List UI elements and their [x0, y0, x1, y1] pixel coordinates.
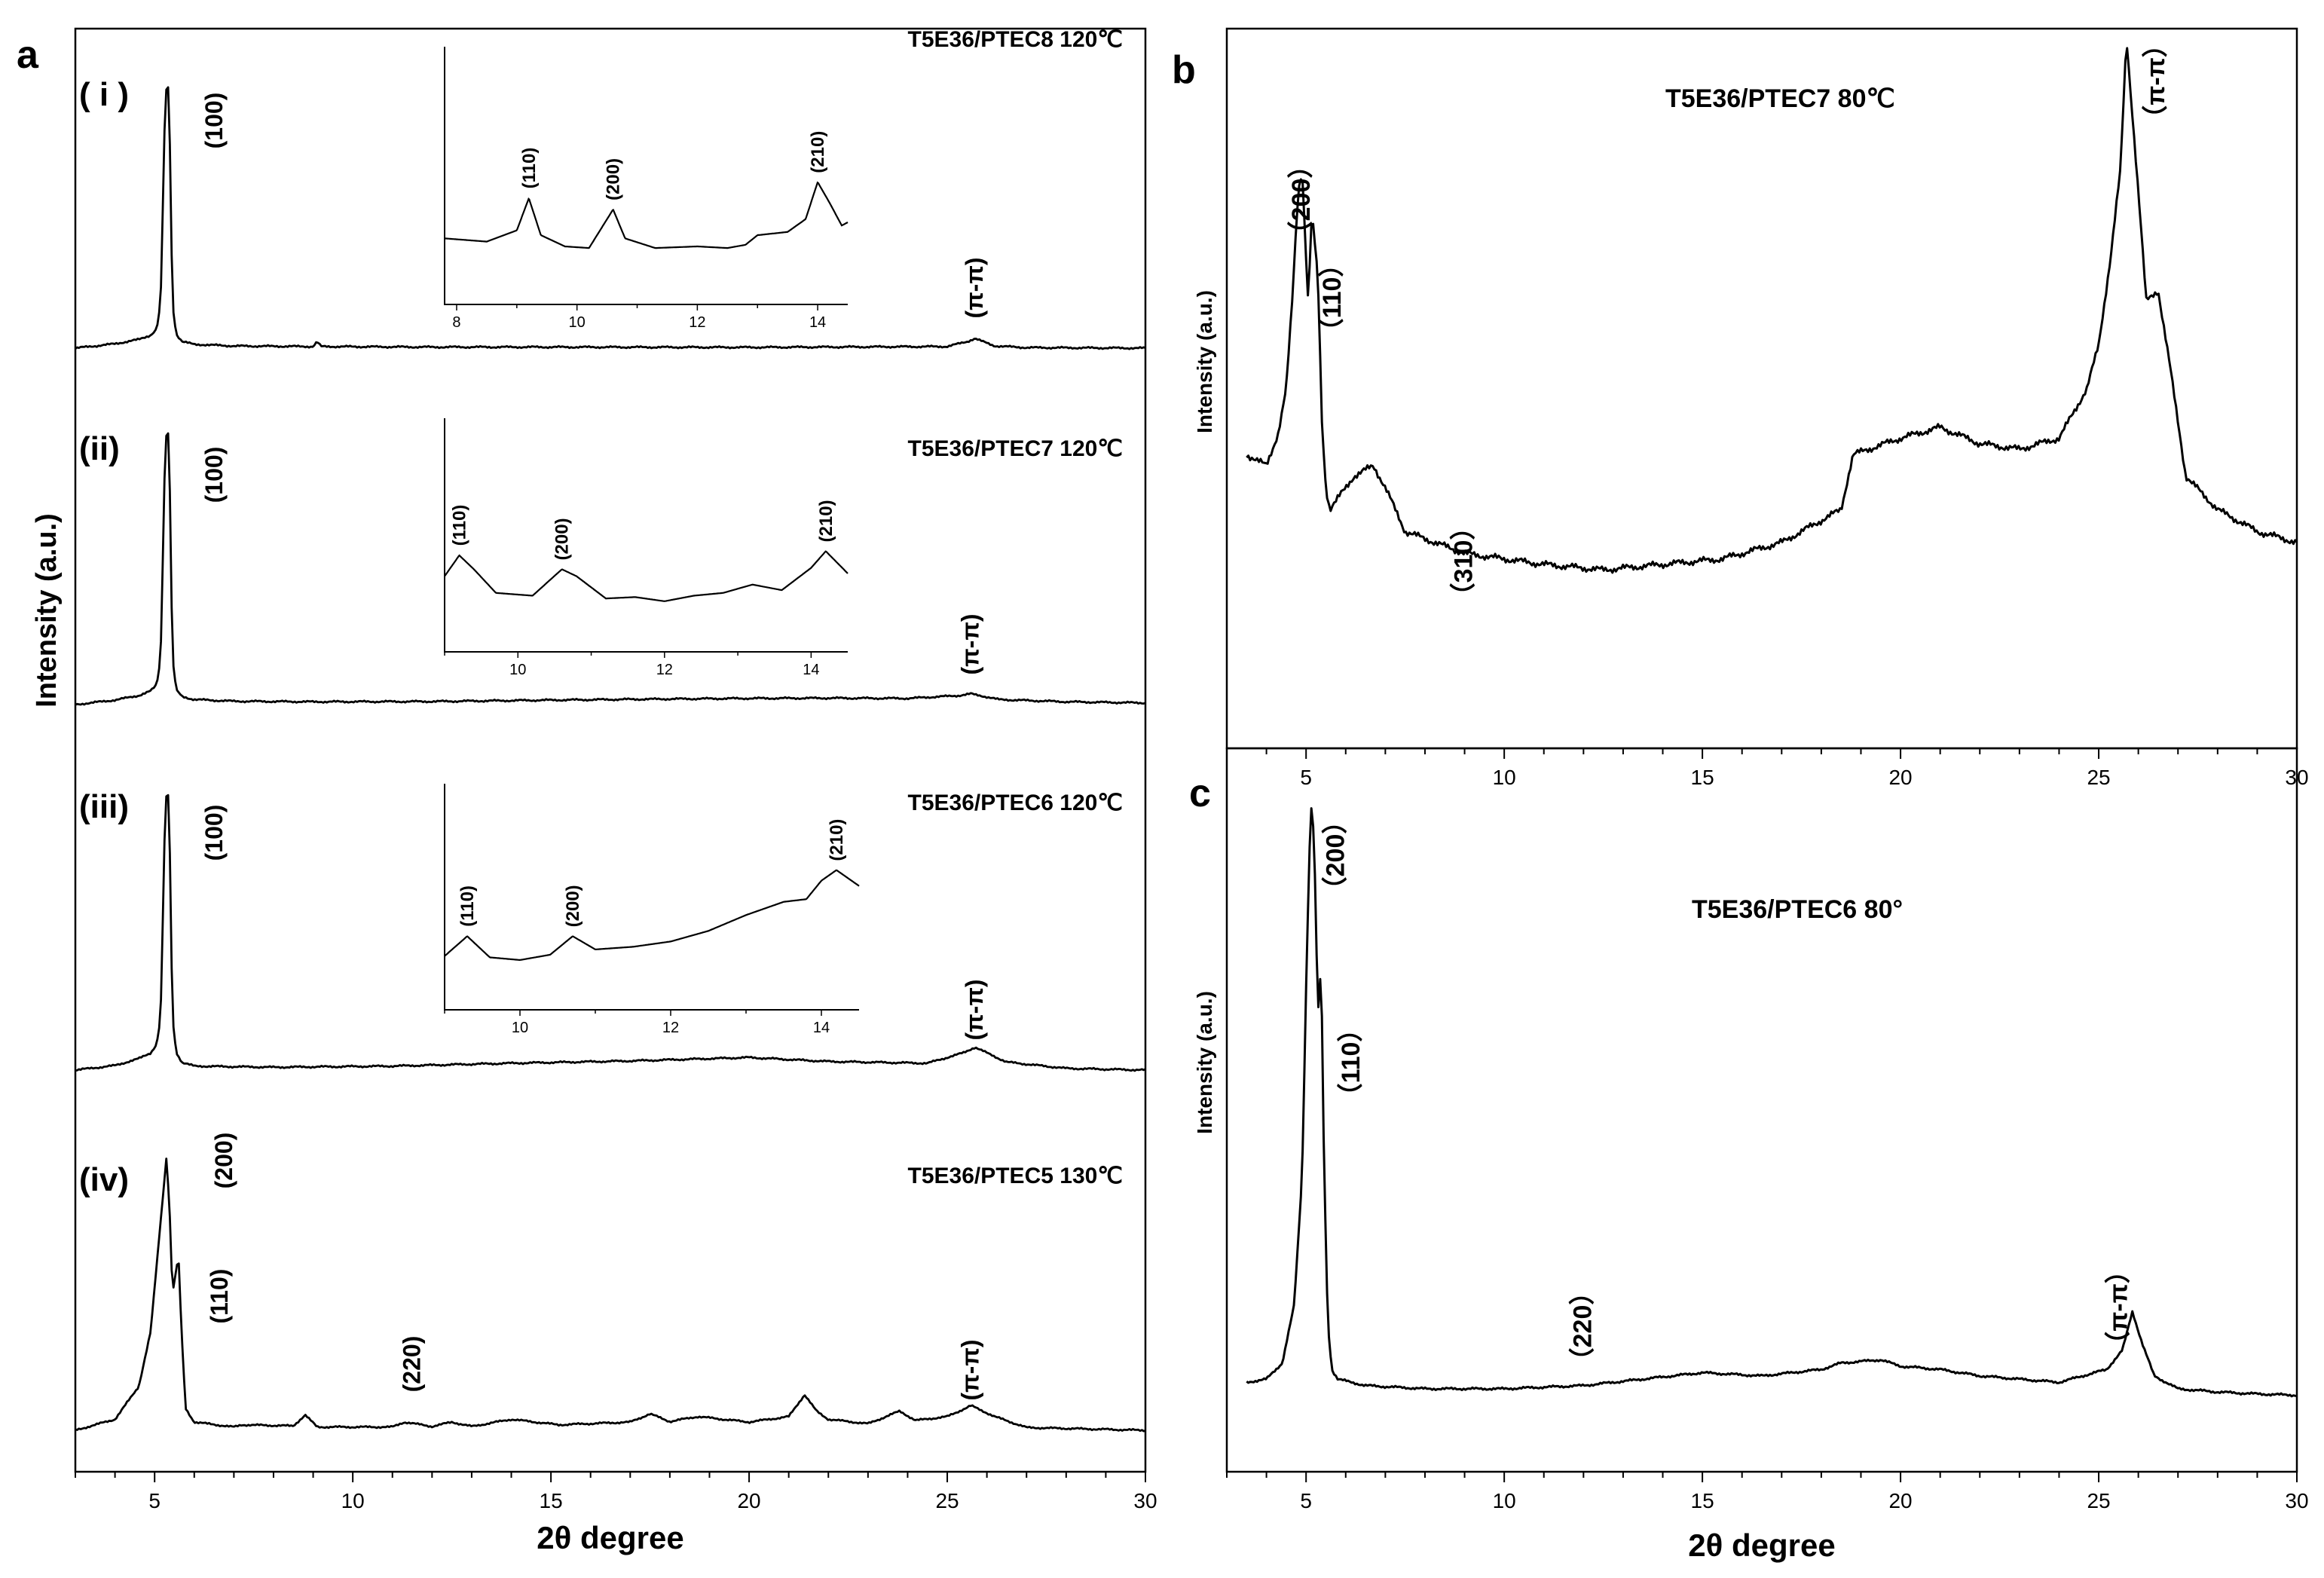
- panel-a-x-tick-label: 25: [935, 1489, 959, 1512]
- panel-b-x-tick-label: 25: [2087, 766, 2110, 789]
- panel-b: b T5E36/PTEC7 80℃ Intensity (a.u.) 5 10 15…: [1172, 27, 2309, 789]
- panel-a-series-i-inset-tick-label: 8: [452, 314, 460, 331]
- panel-a-series-iii-inset-tick-label: 14: [813, 1020, 830, 1036]
- panel-a-series-iii-peak-label: (100): [200, 805, 228, 861]
- panel-a-series-iii-inset-peak-label: (200): [563, 885, 583, 927]
- panel-a-series-iv-name: T5E36/PTEC5 130℃: [908, 1164, 1124, 1188]
- panel-b-title: T5E36/PTEC7 80℃: [1665, 84, 1895, 113]
- panel-a-series-iii-peak-label: (π-π): [961, 980, 988, 1041]
- panel-c-xlabel: 2θ degree: [1688, 1528, 1835, 1563]
- panel-b-peak-label: （310）: [1449, 515, 1478, 609]
- panel-a-x-tick-label: 15: [540, 1489, 563, 1512]
- panel-a-series-i-inset-peak-label: (210): [808, 131, 828, 173]
- panel-a-series-i-name: T5E36/PTEC8 120℃: [908, 27, 1124, 52]
- panel-a-x-tick-label: 20: [737, 1489, 760, 1512]
- panel-a-series-ii-inset-peak-label: (200): [552, 518, 573, 560]
- panel-a-series: ( i ) T5E36/PTEC8 120℃ (100) (π-π) 8 10 12 14 (1…: [75, 27, 1146, 1433]
- panel-a-series-iii-inset-peak-label: (110): [457, 885, 478, 927]
- panel-c-frame: [1225, 747, 2298, 1473]
- panel-a-series-iv-peak-label: (220): [399, 1336, 426, 1393]
- panel-c-x-axis: 5 10 15 20 25 30: [1226, 1472, 2309, 1512]
- panel-a-series-iv-peak-label: (110): [206, 1269, 233, 1324]
- panel-a-series-iv-peak-label: (200): [210, 1133, 237, 1189]
- panel-a: a Intensity (a.u.) 2θ degree 5 10 15 20 25 30…: [17, 27, 1157, 1555]
- panel-a-series-ii-inset-peak-label: (210): [816, 500, 836, 542]
- panel-a-series-iii-roman: (iii): [79, 788, 129, 825]
- panel-b-peak-label: （110）: [1317, 252, 1347, 344]
- panel-c-x-tick-label: 25: [2087, 1489, 2110, 1512]
- panel-a-series-ii-peak-label: (π-π): [957, 614, 984, 675]
- panel-a-series-ii-name: T5E36/PTEC7 120℃: [908, 436, 1124, 461]
- panel-c-peak-label: （110）: [1336, 1017, 1365, 1109]
- panel-a-series-ii-inset-peak-label: (110): [449, 505, 469, 546]
- panel-b-letter: b: [1172, 48, 1196, 92]
- panel-a-series-iii-inset-peak-label: (210): [827, 819, 847, 861]
- panel-c-x-tick-label: 5: [1300, 1489, 1312, 1512]
- panel-a-series-i-inset-peak-label: (200): [604, 158, 624, 200]
- panel-a-series-ii-roman: (ii): [79, 430, 120, 467]
- panel-b-x-tick-label: 5: [1300, 766, 1312, 789]
- panel-b-peak-label: （π-π）: [2141, 32, 2170, 130]
- panel-c-ylabel: Intensity (a.u.): [1193, 991, 1216, 1134]
- panel-b-x-tick-label: 10: [1493, 766, 1516, 789]
- panel-a-series-i-inset-tick-label: 10: [569, 314, 586, 331]
- panel-a-series-iii-inset-axes: [444, 784, 859, 1011]
- panel-a-letter: a: [17, 33, 39, 77]
- panel-a-series-ii-inset-axes: [444, 418, 848, 653]
- panel-c-x-tick-label: 15: [1691, 1489, 1714, 1512]
- panel-b-x-tick-label: 20: [1888, 766, 1912, 789]
- panel-b-ylabel: Intensity (a.u.): [1193, 290, 1216, 433]
- panel-c-letter: c: [1189, 772, 1211, 815]
- panel-a-xlabel: 2θ degree: [537, 1520, 683, 1555]
- panel-a-series-ii-line: [75, 432, 1146, 706]
- panel-a-series-iv-line: [75, 1158, 1146, 1433]
- panel-a-x-tick-label: 10: [341, 1489, 365, 1512]
- panel-a-series-iii-name: T5E36/PTEC6 120℃: [908, 791, 1124, 815]
- panel-c: c T5E36/PTEC6 80° Intensity (a.u.) 2θ de…: [1189, 747, 2309, 1563]
- panel-a-series-iii-line: [75, 794, 1146, 1072]
- panel-a-series-ii-peak-label: (100): [200, 447, 228, 503]
- panel-c-x-tick-label: 20: [1888, 1489, 1912, 1512]
- panel-c-peak-label: （200）: [1321, 809, 1350, 903]
- panel-c-x-tick-label: 10: [1493, 1489, 1516, 1512]
- panel-a-series-ii-inset-tick-label: 14: [803, 662, 819, 678]
- panel-a-series-i-inset-line: [444, 181, 849, 249]
- panel-c-x-tick-label: 30: [2285, 1489, 2308, 1512]
- panel-a-series-ii-inset-tick-label: 10: [509, 662, 526, 678]
- panel-a-series-i-inset-tick-label: 14: [809, 314, 826, 331]
- panel-c-peak-label: （220）: [1567, 1280, 1597, 1374]
- panel-b-x-tick-label: 15: [1691, 766, 1714, 789]
- panel-a-series-i-peak-label: (π-π): [961, 258, 988, 319]
- panel-a-series-iv-roman: (iv): [79, 1161, 129, 1198]
- panel-a-frame: [74, 27, 1147, 1473]
- panel-b-peak-label: （200）: [1286, 153, 1316, 247]
- panel-a-ylabel: Intensity (a.u.): [31, 513, 63, 708]
- panel-a-series-i-line: [75, 86, 1146, 350]
- panel-a-series-i-peak-label: (100): [200, 93, 228, 149]
- panel-b-line: [1246, 47, 2298, 574]
- panel-c-title: T5E36/PTEC6 80°: [1692, 895, 1903, 924]
- panel-b-plot: （200）（110） （310） （π-π）: [1246, 32, 2298, 609]
- panel-c-plot: （200） （110） （220） （π-π）: [1246, 807, 2298, 1398]
- panel-b-x-axis: 5 10 15 20 25 30: [1226, 748, 2309, 789]
- panel-a-series-ii-inset-line: [444, 550, 849, 602]
- panel-a-x-tick-label: 5: [148, 1489, 161, 1512]
- panel-a-series-i-inset-peak-label: (110): [519, 148, 540, 189]
- panel-a-x-tick-label: 30: [1133, 1489, 1157, 1512]
- panel-a-series-i-inset-axes: [444, 47, 848, 305]
- panel-a-x-axis: 5 10 15 20 25 30: [75, 1472, 1157, 1512]
- panel-a-series-i-roman: ( i ): [79, 76, 129, 113]
- panel-a-series-iii-inset-tick-label: 12: [662, 1020, 679, 1036]
- panel-a-series-iv-peak-label: (π-π): [957, 1340, 984, 1401]
- panel-c-line: [1246, 807, 2298, 1398]
- panel-a-series-ii-inset-tick-label: 12: [656, 662, 673, 678]
- panel-c-peak-label: （π-π）: [2103, 1258, 2133, 1356]
- panel-a-series-iii-inset-tick-label: 10: [512, 1020, 528, 1036]
- panel-a-series-iii-inset-line: [444, 869, 860, 961]
- panel-b-frame: [1225, 27, 2298, 750]
- panel-a-series-i-inset-tick-label: 12: [689, 314, 705, 331]
